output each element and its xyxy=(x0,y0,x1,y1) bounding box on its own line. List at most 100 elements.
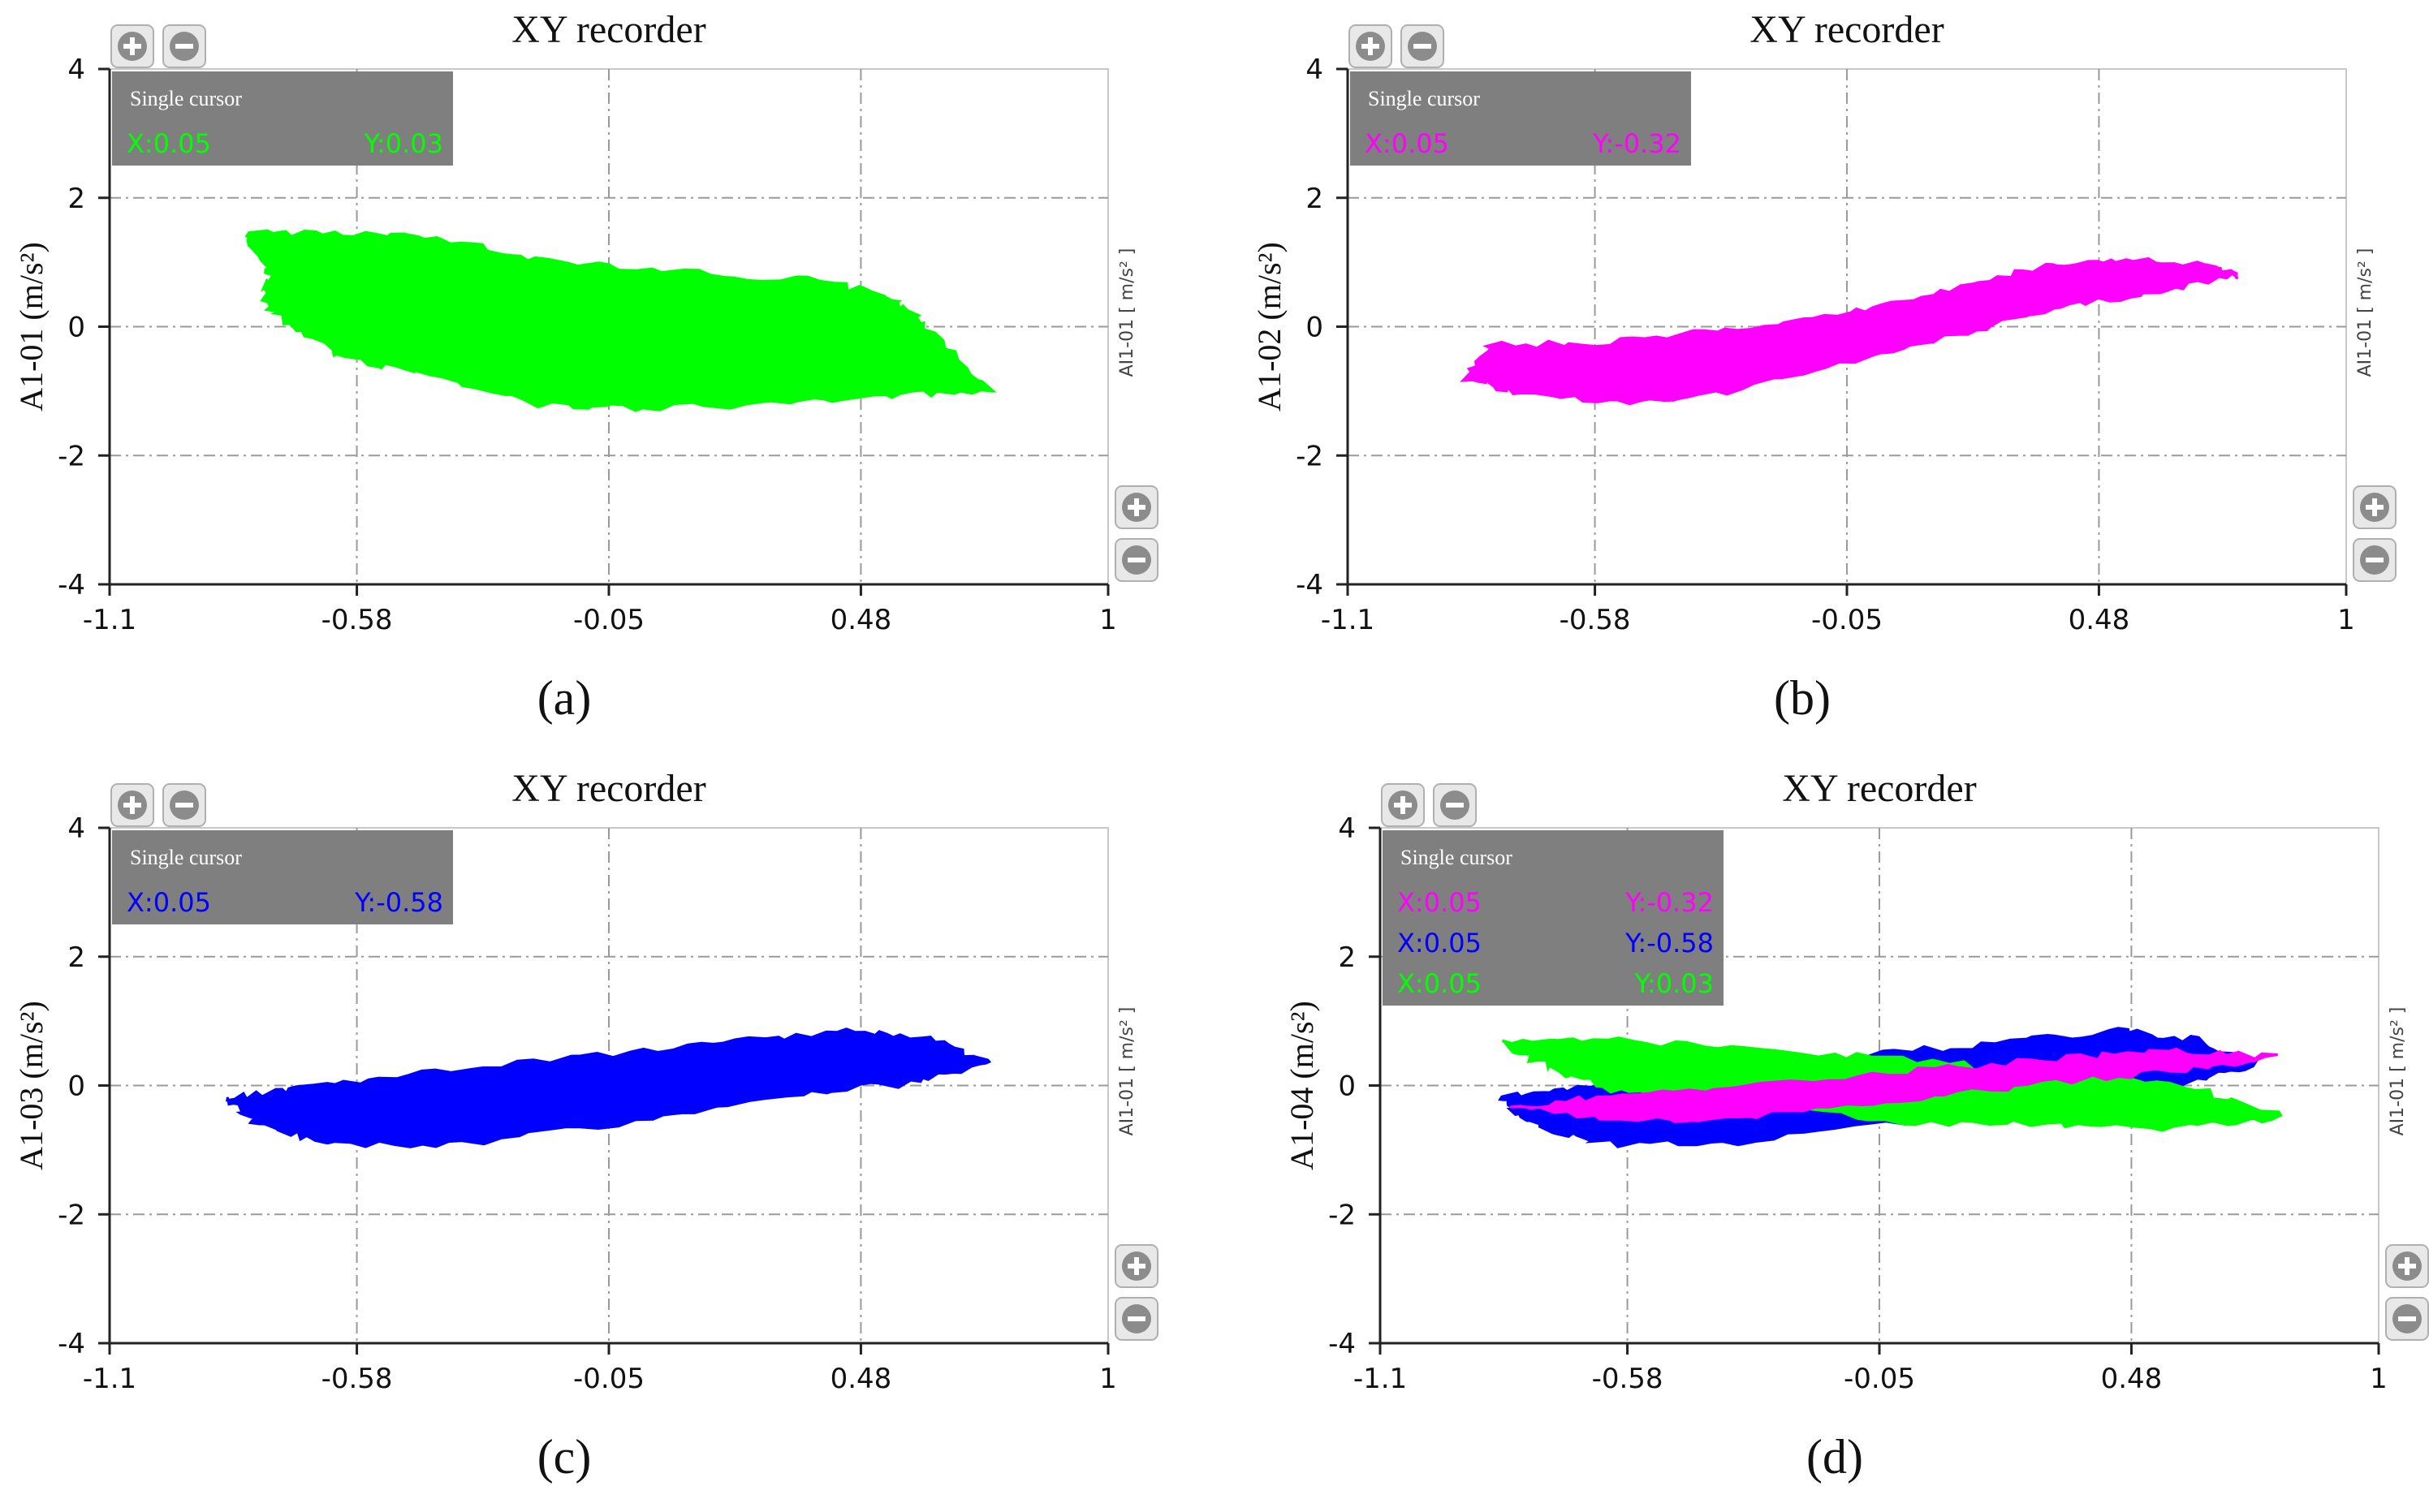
zoom-out-icon[interactable] xyxy=(162,783,206,827)
x-tick-label: -1.1 xyxy=(83,1363,136,1395)
x-tick-label: 1 xyxy=(2337,604,2355,636)
cursor-x-value: X:0.05 xyxy=(1365,128,1449,159)
x-tick-label: -0.05 xyxy=(1844,1363,1915,1395)
y-tick-label: 2 xyxy=(1305,183,1323,215)
y-tick-label: 0 xyxy=(1338,1070,1356,1103)
zoom-out-icon[interactable] xyxy=(162,24,206,68)
cursor-x-value: X:0.05 xyxy=(1397,887,1482,918)
cursor-y-value: Y:0.03 xyxy=(364,128,443,159)
x-tick-label: -0.05 xyxy=(1811,604,1883,636)
x-tick-label: 0.48 xyxy=(831,1363,892,1395)
x-tick-label: 1 xyxy=(1099,1363,1117,1395)
x-tick-label: -0.58 xyxy=(1592,1363,1663,1395)
data-cloud-a1-02 xyxy=(1509,1047,2278,1123)
data-cloud-a1-01 xyxy=(244,229,997,412)
y-tick-label: -2 xyxy=(58,440,85,472)
x-tick-label: 0.48 xyxy=(2101,1363,2163,1395)
y-tick-label: 4 xyxy=(1338,812,1356,845)
right-axis-label: AI1-01 [ m/s² ] xyxy=(2388,1007,2408,1136)
x-tick-label: -0.05 xyxy=(573,604,645,636)
y-axis-label: A1-04 (m/s²) xyxy=(1284,1001,1320,1170)
cursor-box-title: Single cursor xyxy=(130,87,242,110)
xy-recorder-panel-a: -1.1 -0.58 -0.05 0.48 1 -4 -2 0 2 4 XY recorder A1-… xyxy=(13,8,1158,725)
x-tick-label: -0.58 xyxy=(1560,604,1631,636)
single-cursor-box[interactable]: Single cursor X:0.05 Y:0.03 xyxy=(112,71,453,166)
y-tick-label: 0 xyxy=(1305,312,1323,344)
x-tick-label: 1 xyxy=(2370,1363,2388,1395)
zoom-out-icon[interactable] xyxy=(1400,24,1444,68)
xy-recorder-panel-c: -1.1 -0.58 -0.05 0.48 1 -4 -2 0 2 4 XY recorder A1-… xyxy=(13,767,1158,1484)
y-zoom-out-icon[interactable] xyxy=(1115,538,1158,582)
y-tick-label: 2 xyxy=(67,183,85,215)
y-tick-label: 2 xyxy=(1338,941,1356,974)
zoom-out-icon[interactable] xyxy=(1433,783,1477,827)
cursor-box-title: Single cursor xyxy=(130,846,242,869)
x-tick-label: -0.58 xyxy=(321,1363,393,1395)
cursor-x-value: X:0.05 xyxy=(127,128,211,159)
right-axis-label: AI1-01 [ m/s² ] xyxy=(1117,248,1137,377)
cursor-y-value: Y:-0.32 xyxy=(1624,887,1714,918)
chart-title: XY recorder xyxy=(1749,8,1944,51)
cursor-y-value: Y:0.03 xyxy=(1634,968,1714,999)
right-axis-label: AI1-01 [ m/s² ] xyxy=(2355,248,2375,377)
zoom-in-icon[interactable] xyxy=(1348,24,1392,68)
y-zoom-in-icon[interactable] xyxy=(1115,1244,1158,1288)
xy-recorder-panel-d: -1.1 -0.58 -0.05 0.48 1 -4 -2 0 2 4 XY recorder A1-… xyxy=(1284,767,2429,1484)
y-tick-label: 0 xyxy=(67,1070,85,1103)
chart-title: XY recorder xyxy=(511,767,705,810)
y-tick-label: -2 xyxy=(1328,1199,1356,1231)
y-tick-label: -4 xyxy=(58,1328,85,1360)
y-zoom-in-icon[interactable] xyxy=(1115,485,1158,529)
cursor-y-value: Y:-0.58 xyxy=(354,887,443,918)
y-tick-label: -2 xyxy=(58,1199,85,1231)
data-cloud-a1-03 xyxy=(225,1027,992,1148)
chart-title: XY recorder xyxy=(511,8,705,51)
panel-caption: (a) xyxy=(537,671,592,725)
panel-caption: (c) xyxy=(537,1430,592,1484)
single-cursor-box[interactable]: Single cursor X:0.05 Y:-0.32 xyxy=(1350,71,1691,166)
y-tick-label: 2 xyxy=(67,941,85,974)
y-tick-label: -4 xyxy=(1296,569,1323,601)
cursor-box-title: Single cursor xyxy=(1400,846,1512,869)
y-zoom-in-icon[interactable] xyxy=(2385,1244,2429,1288)
single-cursor-box[interactable]: Single cursor X:0.05 Y:-0.32 X:0.05 Y:-0.58 X… xyxy=(1383,830,1724,1006)
y-axis-label: A1-03 (m/s²) xyxy=(13,1001,50,1170)
right-axis-label: AI1-01 [ m/s² ] xyxy=(1117,1007,1137,1136)
x-tick-label: -0.05 xyxy=(573,1363,645,1395)
y-tick-label: 4 xyxy=(1305,54,1323,86)
y-axis-label: A1-01 (m/s²) xyxy=(13,242,50,411)
panel-caption: (d) xyxy=(1806,1430,1863,1484)
single-cursor-box[interactable]: Single cursor X:0.05 Y:-0.58 xyxy=(112,830,453,924)
x-tick-label: -1.1 xyxy=(1321,604,1374,636)
chart-title: XY recorder xyxy=(1782,767,1976,810)
x-tick-label: 1 xyxy=(1099,604,1117,636)
y-tick-label: 4 xyxy=(67,812,85,845)
cursor-x-value: X:0.05 xyxy=(127,887,211,918)
zoom-in-icon[interactable] xyxy=(110,783,154,827)
cursor-y-value: Y:-0.32 xyxy=(1592,128,1681,159)
xy-recorder-panel-b: -1.1 -0.58 -0.05 0.48 1 -4 -2 0 2 4 XY recorder A1-… xyxy=(1251,8,2397,725)
y-zoom-in-icon[interactable] xyxy=(2353,485,2397,529)
y-tick-label: -4 xyxy=(1328,1328,1356,1360)
y-zoom-out-icon[interactable] xyxy=(1115,1297,1158,1341)
x-tick-label: 0.48 xyxy=(831,604,892,636)
zoom-in-icon[interactable] xyxy=(1381,783,1425,827)
cursor-y-value: Y:-0.58 xyxy=(1624,928,1714,958)
panel-caption: (b) xyxy=(1774,671,1831,725)
data-cloud-a1-02 xyxy=(1460,256,2239,406)
y-zoom-out-icon[interactable] xyxy=(2353,538,2397,582)
cursor-x-value: X:0.05 xyxy=(1397,928,1482,958)
y-tick-label: 4 xyxy=(67,54,85,86)
cursor-box-title: Single cursor xyxy=(1368,87,1480,110)
y-tick-label: -4 xyxy=(58,569,85,601)
x-tick-label: -0.58 xyxy=(321,604,393,636)
x-tick-label: -1.1 xyxy=(83,604,136,636)
cursor-x-value: X:0.05 xyxy=(1397,968,1482,999)
y-axis-label: A1-02 (m/s²) xyxy=(1251,242,1288,411)
zoom-in-icon[interactable] xyxy=(110,24,154,68)
y-tick-label: -2 xyxy=(1296,440,1323,472)
x-tick-label: -1.1 xyxy=(1353,1363,1407,1395)
y-tick-label: 0 xyxy=(67,312,85,344)
y-zoom-out-icon[interactable] xyxy=(2385,1297,2429,1341)
